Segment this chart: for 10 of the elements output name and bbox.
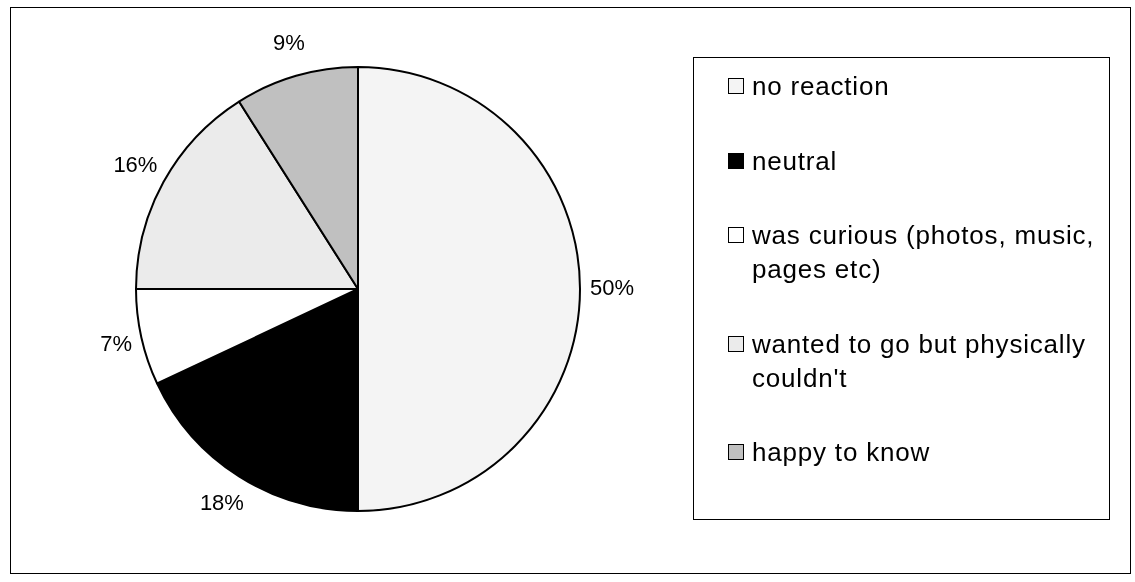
- data-label: 16%: [113, 152, 158, 178]
- data-label: 18%: [199, 490, 244, 516]
- legend-label: neutral: [752, 144, 839, 178]
- data-label: 50%: [589, 275, 635, 301]
- legend-label: wanted to go but physically couldn't: [752, 327, 1087, 395]
- data-label: 7%: [100, 330, 132, 356]
- legend-label: was curious (photos, music, pages etc): [752, 219, 1096, 286]
- legend-label: no reaction: [752, 70, 891, 103]
- data-label: 9%: [272, 30, 305, 56]
- legend-label: happy to know: [752, 436, 932, 469]
